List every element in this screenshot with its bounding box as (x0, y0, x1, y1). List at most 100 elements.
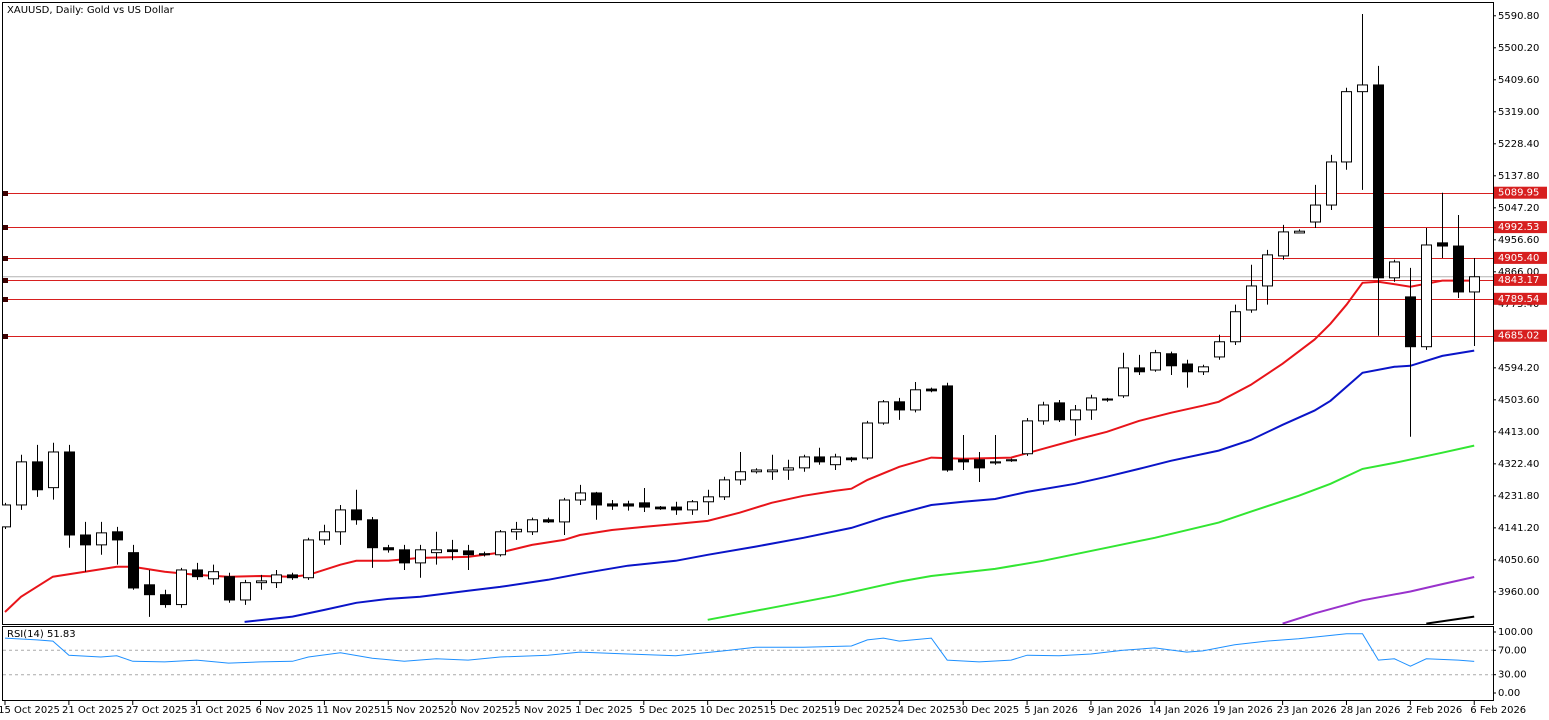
candle-body (655, 506, 666, 510)
x-tick-label: 21 Oct 2025 (62, 705, 124, 716)
candle-body (671, 506, 682, 511)
candle-body (447, 549, 458, 553)
candle-body (1373, 84, 1384, 279)
x-tick-label: 5 Jan 2026 (1024, 705, 1078, 716)
candle-body (128, 552, 139, 589)
candle-body (1070, 409, 1081, 421)
candle-body (463, 550, 474, 556)
x-tick-label: 19 Dec 2025 (827, 705, 891, 716)
x-tick-label: 14 Jan 2026 (1149, 705, 1209, 716)
y-tick-label: 5047.20 (1498, 203, 1539, 214)
candle-body (910, 389, 921, 411)
candle-body (1453, 245, 1464, 293)
x-tick-label: 15 Oct 2025 (0, 705, 60, 716)
y-tick-label: 4141.20 (1498, 523, 1539, 534)
candle-body (511, 528, 522, 533)
candle-body (1278, 231, 1289, 257)
moving-average (244, 349, 1475, 623)
level-anchor (3, 256, 8, 261)
level-label: 4843.17 (1498, 275, 1539, 286)
candle-body (1182, 363, 1193, 373)
y-tick-label: 4231.80 (1498, 491, 1539, 502)
candle-body (319, 531, 330, 541)
y-tick-label: 5500.20 (1498, 43, 1539, 54)
level-anchor (3, 225, 8, 230)
candle-body (96, 532, 107, 546)
candle-body (894, 401, 905, 411)
candle-body (48, 451, 59, 489)
candle-body (607, 503, 618, 507)
candle-body (814, 456, 825, 463)
level-anchor (3, 334, 8, 339)
candle-body (32, 461, 43, 491)
x-tick-label: 30 Dec 2025 (955, 705, 1019, 716)
candle-body (1405, 296, 1416, 348)
x-tick-label: 9 Jan 2026 (1088, 705, 1142, 716)
candle-body (303, 539, 314, 579)
level-label: 4685.02 (1498, 331, 1539, 342)
candle-body (351, 509, 362, 521)
x-tick-label: 28 Jan 2026 (1341, 705, 1401, 716)
candle-body (639, 502, 650, 508)
candle-body (1054, 402, 1065, 421)
x-tick-label: 25 Nov 2025 (508, 705, 572, 716)
candle-body (751, 469, 762, 473)
candle-body (799, 456, 810, 469)
level-label: 4992.53 (1498, 222, 1539, 233)
level-anchor (3, 191, 8, 196)
moving-average (1282, 576, 1475, 624)
candle-body (942, 385, 953, 471)
level-label: 4789.54 (1498, 294, 1539, 305)
candle-body (479, 553, 490, 556)
y-tick-label: 100.00 (1498, 627, 1533, 638)
x-tick-label: 27 Oct 2025 (126, 705, 188, 716)
level-label-box (1494, 251, 1547, 264)
y-tick-label: 0.00 (1498, 688, 1520, 699)
candle-body (1214, 341, 1225, 358)
candle-body (1102, 398, 1113, 401)
candle-body (1006, 459, 1017, 462)
candle-body (383, 547, 394, 551)
candle-body (192, 569, 203, 578)
candle-body (543, 519, 554, 523)
x-tick-label: 20 Nov 2025 (444, 705, 508, 716)
y-tick-label: 5228.40 (1498, 139, 1539, 150)
x-tick-label: 10 Dec 2025 (700, 705, 764, 716)
level-label: 5089.95 (1498, 188, 1539, 199)
candle-body (974, 459, 985, 469)
candle-body (735, 471, 746, 481)
plot-area (2, 13, 1493, 624)
y-tick-label: 5319.00 (1498, 107, 1539, 118)
y-tick-label: 5409.60 (1498, 75, 1539, 86)
y-tick-label: 4322.40 (1498, 459, 1539, 470)
candle-body (591, 492, 602, 506)
candle-body (846, 457, 857, 461)
x-tick-label: 15 Dec 2025 (764, 705, 828, 716)
candle-body (1437, 242, 1448, 247)
x-tick-label: 6 Feb 2026 (1470, 705, 1526, 716)
level-label-box (1494, 329, 1547, 342)
candle-body (1294, 230, 1305, 234)
level-label: 4905.40 (1498, 253, 1539, 264)
y-tick-label: 70.00 (1498, 645, 1527, 656)
candle-body (1166, 353, 1177, 367)
candle-body (1022, 420, 1033, 455)
candle-body (335, 509, 346, 533)
candle-body (687, 501, 698, 511)
plot-area (4, 633, 1475, 667)
candle-body (958, 459, 969, 463)
candle-body (1262, 254, 1273, 287)
y-tick-label: 30.00 (1498, 670, 1527, 681)
level-anchor (3, 278, 8, 283)
x-tick-label: 1 Dec 2025 (575, 705, 633, 716)
candle-body (16, 461, 27, 506)
candle-body (1198, 366, 1209, 373)
candle-body (240, 582, 251, 601)
candle-body (527, 519, 538, 533)
candle-body (176, 569, 187, 606)
x-tick-label: 23 Jan 2026 (1277, 705, 1337, 716)
candle-body (623, 503, 634, 507)
y-tick-label: 5137.80 (1498, 171, 1539, 182)
level-anchor (3, 297, 8, 302)
candle-body (160, 594, 171, 606)
